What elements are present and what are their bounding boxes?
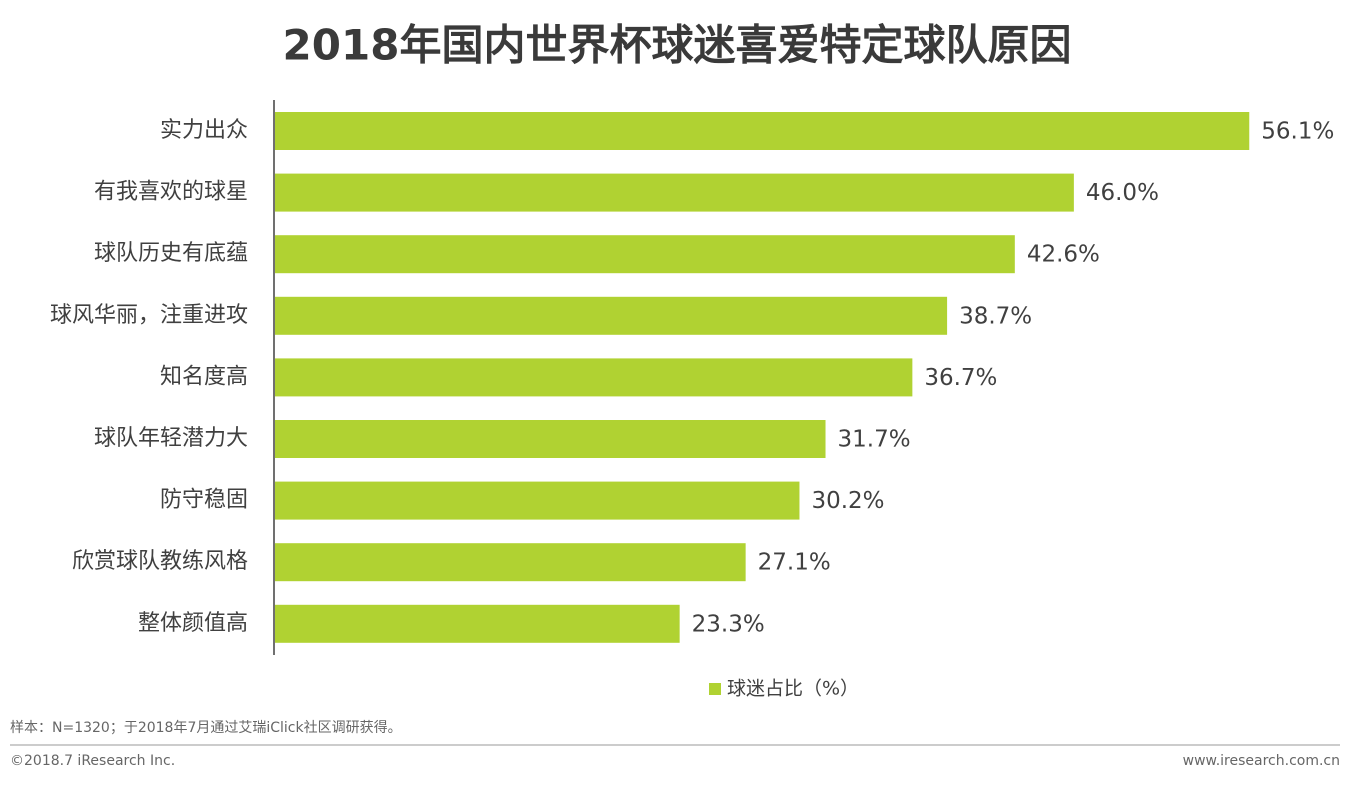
y-tick-label: 实力出众: [160, 118, 248, 143]
value-label: 56.1%: [1261, 119, 1334, 145]
y-tick-label: 防守稳固: [160, 488, 248, 513]
y-tick-label: 整体颜值高: [138, 611, 248, 636]
y-tick-label: 球风华丽，注重进攻: [50, 303, 248, 328]
footer-note: 样本：N=1320；于2018年7月通过艾瑞iClick社区调研获得。: [10, 719, 402, 736]
bar: [275, 112, 1250, 150]
bar: [275, 420, 826, 458]
bar: [275, 543, 746, 582]
bar: [275, 296, 948, 335]
value-label: 46.0%: [1086, 180, 1159, 206]
y-tick-label: 欣赏球队教练风格: [72, 549, 248, 574]
value-label: 27.1%: [758, 550, 831, 576]
bar: [275, 173, 1074, 212]
chart-title: 2018年国内世界杯球迷喜爱特定球队原因: [283, 21, 1072, 70]
value-label: 38.7%: [959, 303, 1032, 329]
value-label: 30.2%: [811, 488, 884, 514]
y-tick-label: 球队年轻潜力大: [94, 426, 248, 451]
bar: [275, 235, 1015, 274]
value-label: 31.7%: [838, 427, 911, 453]
legend-label: 球迷占比（%）: [727, 678, 859, 700]
bar: [275, 481, 800, 520]
bar: [275, 358, 913, 397]
y-tick-label: 知名度高: [160, 364, 248, 389]
value-label: 42.6%: [1027, 242, 1100, 268]
value-label: 23.3%: [692, 611, 765, 637]
y-tick-label: 有我喜欢的球星: [94, 180, 248, 205]
legend-swatch: [709, 683, 721, 695]
value-label: 36.7%: [924, 365, 997, 391]
y-tick-label: 球队历史有底蕴: [94, 241, 248, 266]
footer-url: www.iresearch.com.cn: [1183, 753, 1340, 769]
footer-copyright: ©2018.7 iResearch Inc.: [10, 753, 175, 769]
bar: [275, 604, 680, 643]
